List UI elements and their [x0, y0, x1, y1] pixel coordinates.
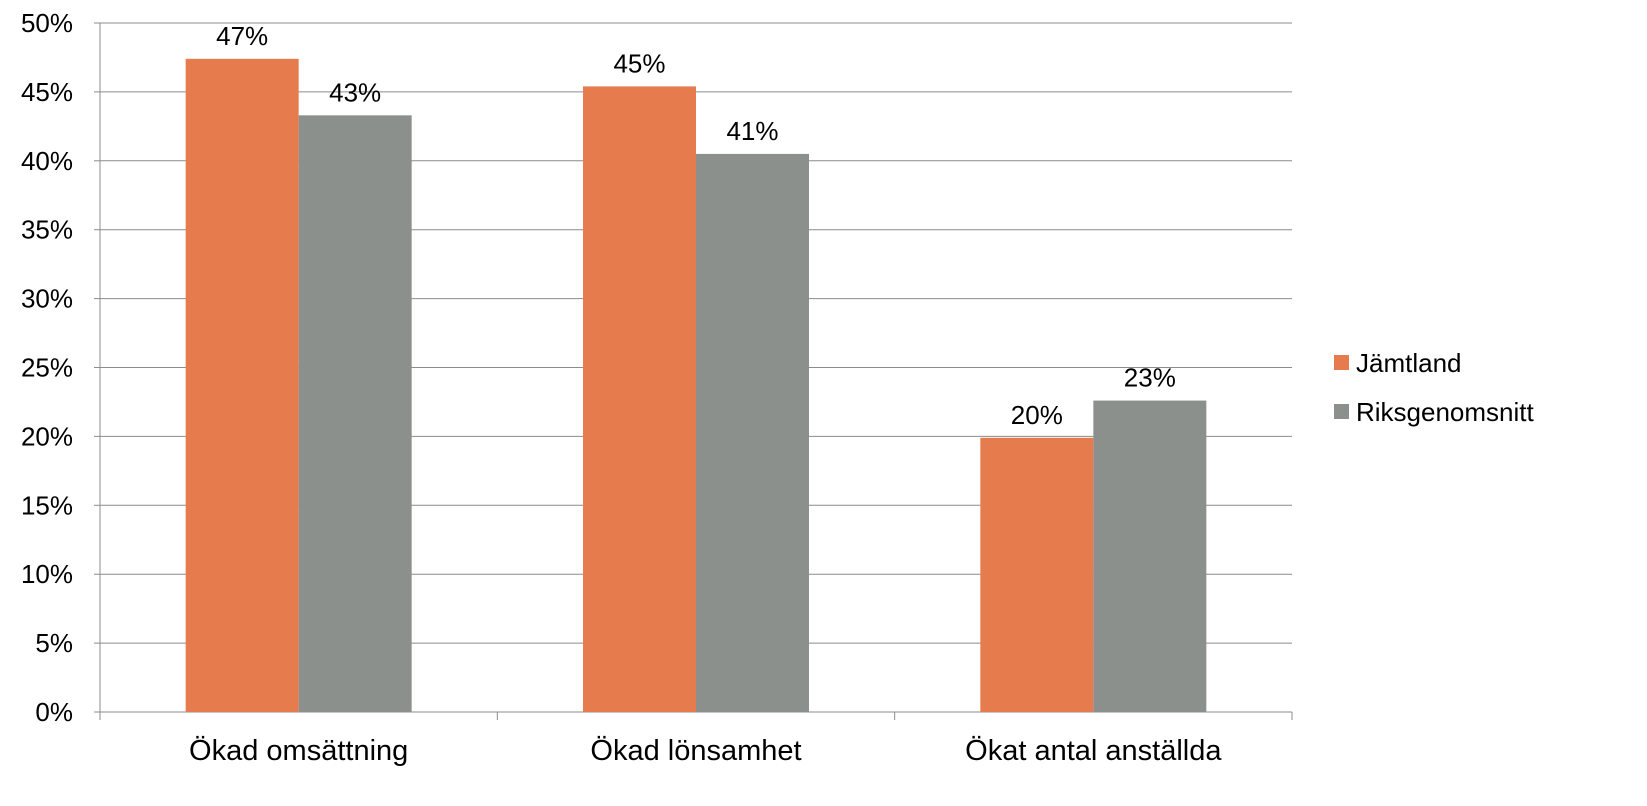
- bar: [185, 58, 299, 712]
- bar: [1093, 400, 1207, 712]
- y-tick-label: 10%: [21, 559, 73, 589]
- bar: [583, 86, 696, 712]
- y-tick-label: 25%: [21, 353, 73, 383]
- y-tick-label: 30%: [21, 284, 73, 314]
- bar: [298, 115, 412, 713]
- data-label: 43%: [329, 77, 381, 107]
- data-label: 45%: [613, 48, 665, 78]
- axes: 0% 5% 10% 15% 20% 25% 30% 35% 40% 45% 50% Ökad omsä…: [21, 8, 1293, 767]
- bar: [696, 153, 809, 712]
- legend-swatch: [1334, 355, 1349, 370]
- data-label: 47%: [216, 21, 268, 51]
- y-tick-label: 15%: [21, 490, 73, 520]
- y-tick-label: 45%: [21, 77, 73, 107]
- data-labels: 47% 43% 45% 41% 20% 23%: [216, 21, 1176, 430]
- data-label: 20%: [1011, 400, 1063, 430]
- x-tick-label: Ökad omsättning: [189, 735, 408, 767]
- data-label: 41%: [726, 116, 778, 146]
- data-label: 23%: [1124, 363, 1176, 393]
- x-tick-label: Ökad lönsamhet: [590, 735, 801, 767]
- legend: Jämtland Riksgenomsnitt: [1334, 348, 1535, 427]
- bar: [980, 437, 1094, 712]
- y-tick-label: 40%: [21, 146, 73, 176]
- legend-swatch: [1334, 404, 1349, 419]
- y-tick-label: 35%: [21, 215, 73, 245]
- y-tick-label: 5%: [35, 628, 73, 658]
- legend-label: Jämtland: [1356, 348, 1462, 378]
- y-tick-label: 50%: [21, 8, 73, 38]
- bars: [185, 58, 1207, 713]
- y-tick-label: 0%: [35, 697, 73, 727]
- y-tick-label: 20%: [21, 421, 73, 451]
- legend-label: Riksgenomsnitt: [1356, 397, 1535, 427]
- x-tick-label: Ökat antal anställda: [965, 735, 1222, 767]
